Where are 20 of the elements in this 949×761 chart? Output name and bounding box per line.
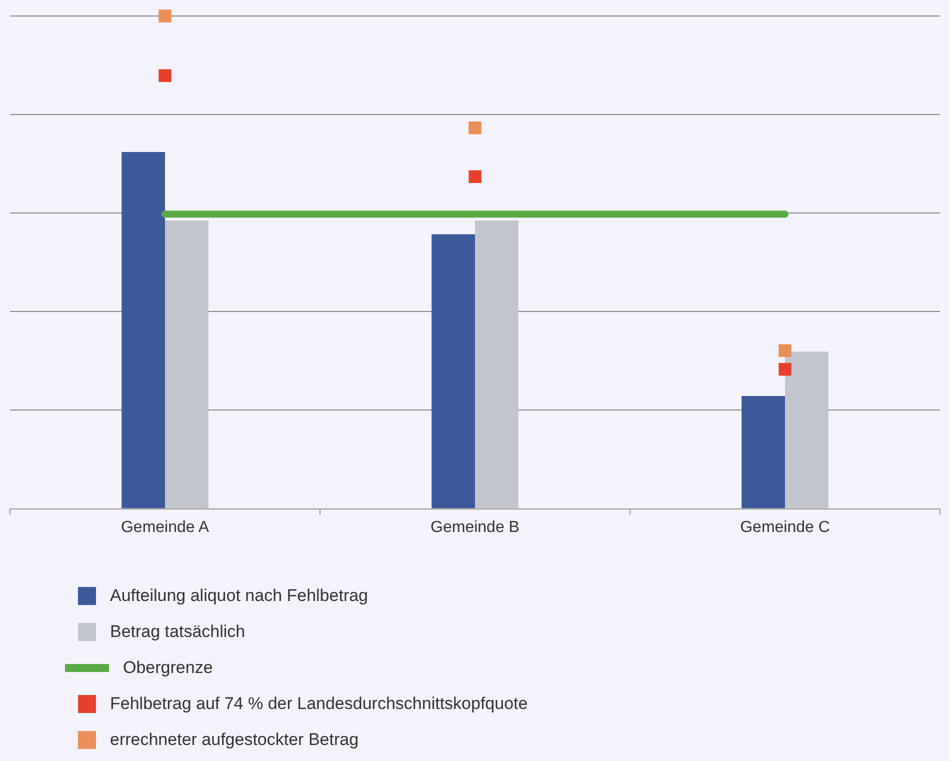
x-tick-label: Gemeinde A (120, 518, 210, 536)
bar (122, 152, 165, 508)
bar (742, 396, 785, 508)
point (158, 10, 172, 22)
bar (165, 220, 208, 508)
x-tick-label: Gemeinde B (430, 518, 520, 536)
point (468, 122, 482, 134)
legend-label: Obergrenze (123, 658, 213, 678)
legend-label: Fehlbetrag auf 74 % der Landesdurchschnittskopfquote (110, 694, 528, 714)
legend-label: Betrag tatsächlich (110, 622, 246, 642)
bar (785, 352, 828, 508)
x-tick-label: Gemeinde C (740, 518, 830, 536)
bar (432, 234, 475, 508)
legend-label: errechneter aufgestockter Betrag (110, 730, 359, 750)
point (778, 344, 792, 357)
point (468, 170, 482, 184)
point (778, 362, 792, 376)
bar (475, 220, 518, 508)
legend-label: Aufteilung aliquot nach Fehlbetrag (110, 586, 368, 606)
point (158, 69, 172, 82)
